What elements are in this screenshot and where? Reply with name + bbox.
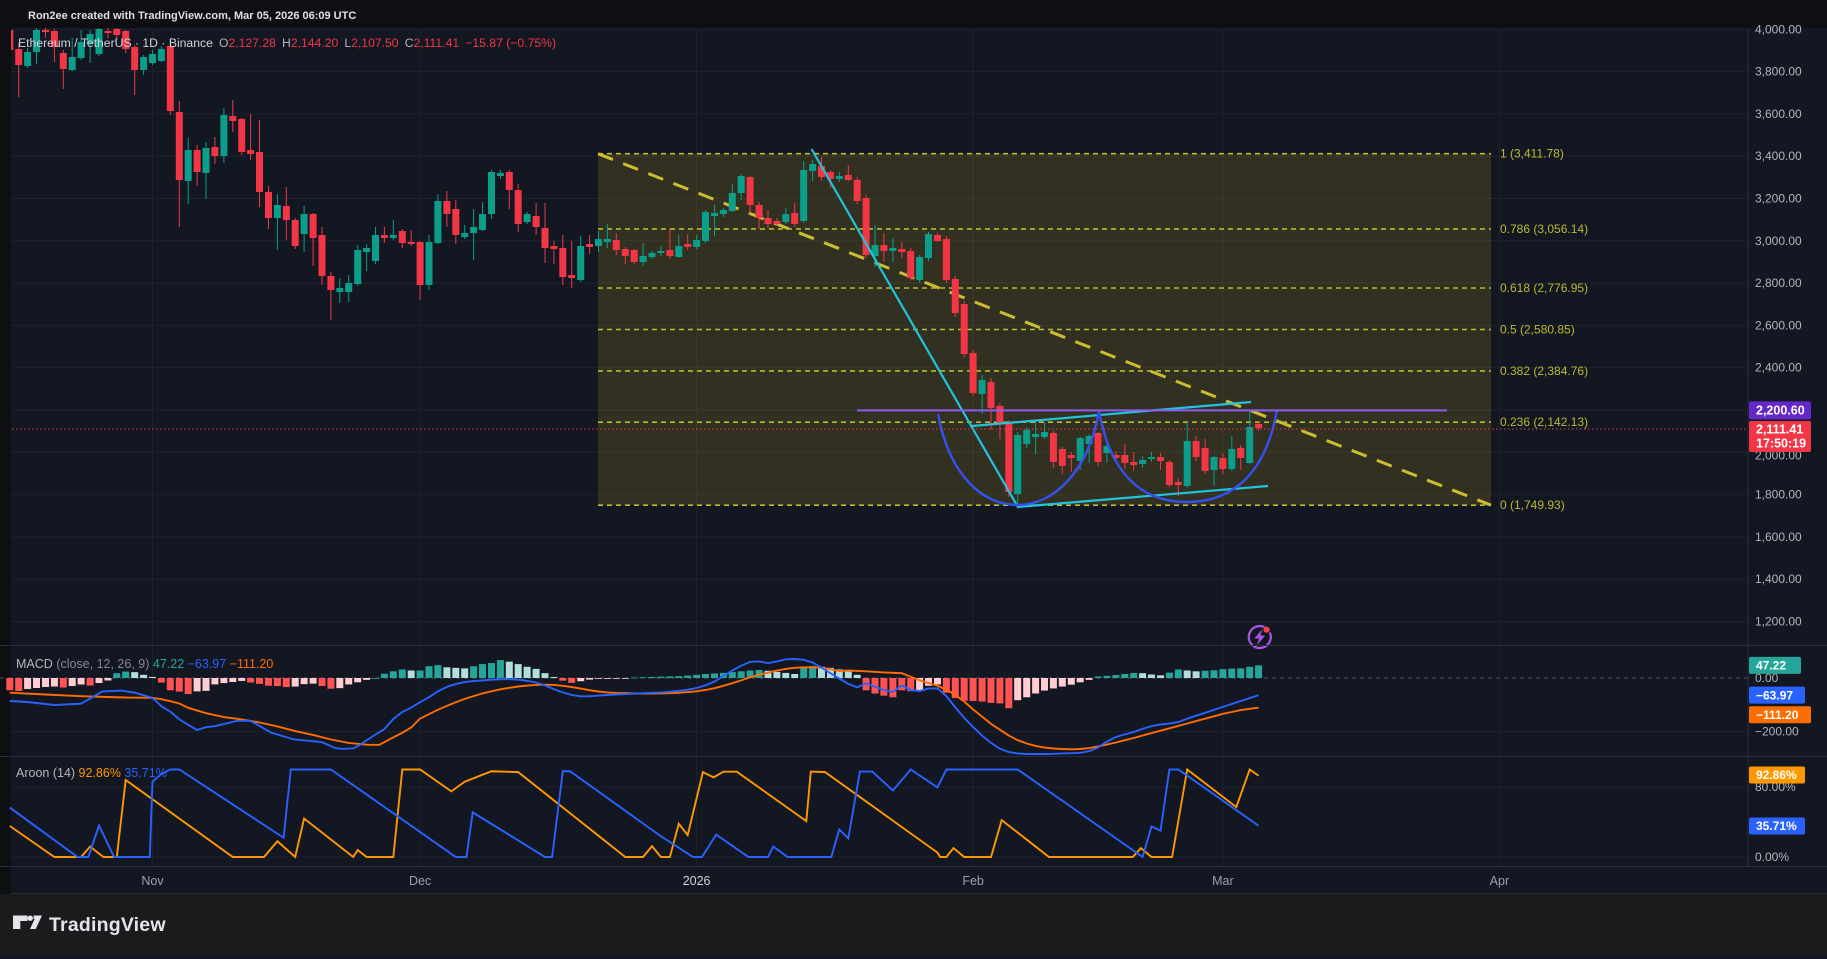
svg-text:17:50:19: 17:50:19	[1756, 437, 1806, 451]
svg-text:−111.20: −111.20	[1756, 708, 1799, 722]
svg-text:1,800.00: 1,800.00	[1755, 488, 1802, 502]
svg-text:Feb: Feb	[962, 874, 984, 888]
svg-text:0.382 (2,384.76): 0.382 (2,384.76)	[1500, 364, 1588, 378]
svg-text:92.86%: 92.86%	[1756, 768, 1797, 782]
svg-text:1 (3,411.78): 1 (3,411.78)	[1500, 147, 1564, 161]
svg-text:−63.97: −63.97	[1756, 688, 1793, 702]
svg-text:2026: 2026	[683, 874, 711, 888]
svg-text:4,000.00: 4,000.00	[1755, 22, 1802, 36]
svg-text:3,400.00: 3,400.00	[1755, 149, 1802, 163]
svg-text:2,111.41: 2,111.41	[1756, 423, 1803, 437]
svg-text:Ron2ee created with TradingVie: Ron2ee created with TradingView.com, Mar…	[28, 10, 356, 22]
svg-text:3,600.00: 3,600.00	[1755, 107, 1802, 121]
svg-text:0.00: 0.00	[1755, 671, 1779, 685]
svg-text:0.236 (2,142.13): 0.236 (2,142.13)	[1500, 415, 1588, 429]
svg-text:0.00%: 0.00%	[1755, 850, 1789, 864]
svg-text:3,800.00: 3,800.00	[1755, 65, 1802, 79]
svg-text:MACD (close, 12, 26, 9) 47.22: MACD (close, 12, 26, 9) 47.22 −63.97 −11…	[16, 657, 273, 671]
svg-text:0.786 (3,056.14): 0.786 (3,056.14)	[1500, 222, 1588, 236]
svg-text:1,200.00: 1,200.00	[1755, 615, 1802, 629]
svg-text:0.5 (2,580.85): 0.5 (2,580.85)	[1500, 323, 1575, 337]
svg-text:TradingView: TradingView	[49, 914, 166, 936]
svg-text:2,800.00: 2,800.00	[1755, 276, 1802, 290]
svg-text:Mar: Mar	[1212, 874, 1234, 888]
svg-text:1,400.00: 1,400.00	[1755, 572, 1802, 586]
svg-text:3,200.00: 3,200.00	[1755, 192, 1802, 206]
svg-text:2,400.00: 2,400.00	[1755, 361, 1802, 375]
svg-text:0 (1,749.93): 0 (1,749.93)	[1500, 498, 1565, 512]
svg-text:2,200.60: 2,200.60	[1756, 404, 1805, 418]
svg-text:Aroon (14) 92.86% 35.71%: Aroon (14) 92.86% 35.71%	[16, 766, 167, 780]
svg-text:1,600.00: 1,600.00	[1755, 530, 1802, 544]
svg-text:35.71%: 35.71%	[1756, 819, 1797, 833]
svg-text:Nov: Nov	[141, 874, 164, 888]
svg-text:47.22: 47.22	[1756, 659, 1786, 673]
svg-text:2,600.00: 2,600.00	[1755, 318, 1802, 332]
svg-text:0.618 (2,776.95): 0.618 (2,776.95)	[1500, 281, 1588, 295]
svg-text:Ethereum / TetherUS · 1D · Bin: Ethereum / TetherUS · 1D · Binance O2,12…	[18, 36, 556, 50]
svg-text:Dec: Dec	[409, 874, 431, 888]
svg-text:−200.00: −200.00	[1755, 725, 1799, 739]
svg-text:Apr: Apr	[1490, 874, 1509, 888]
svg-text:3,000.00: 3,000.00	[1755, 234, 1802, 248]
